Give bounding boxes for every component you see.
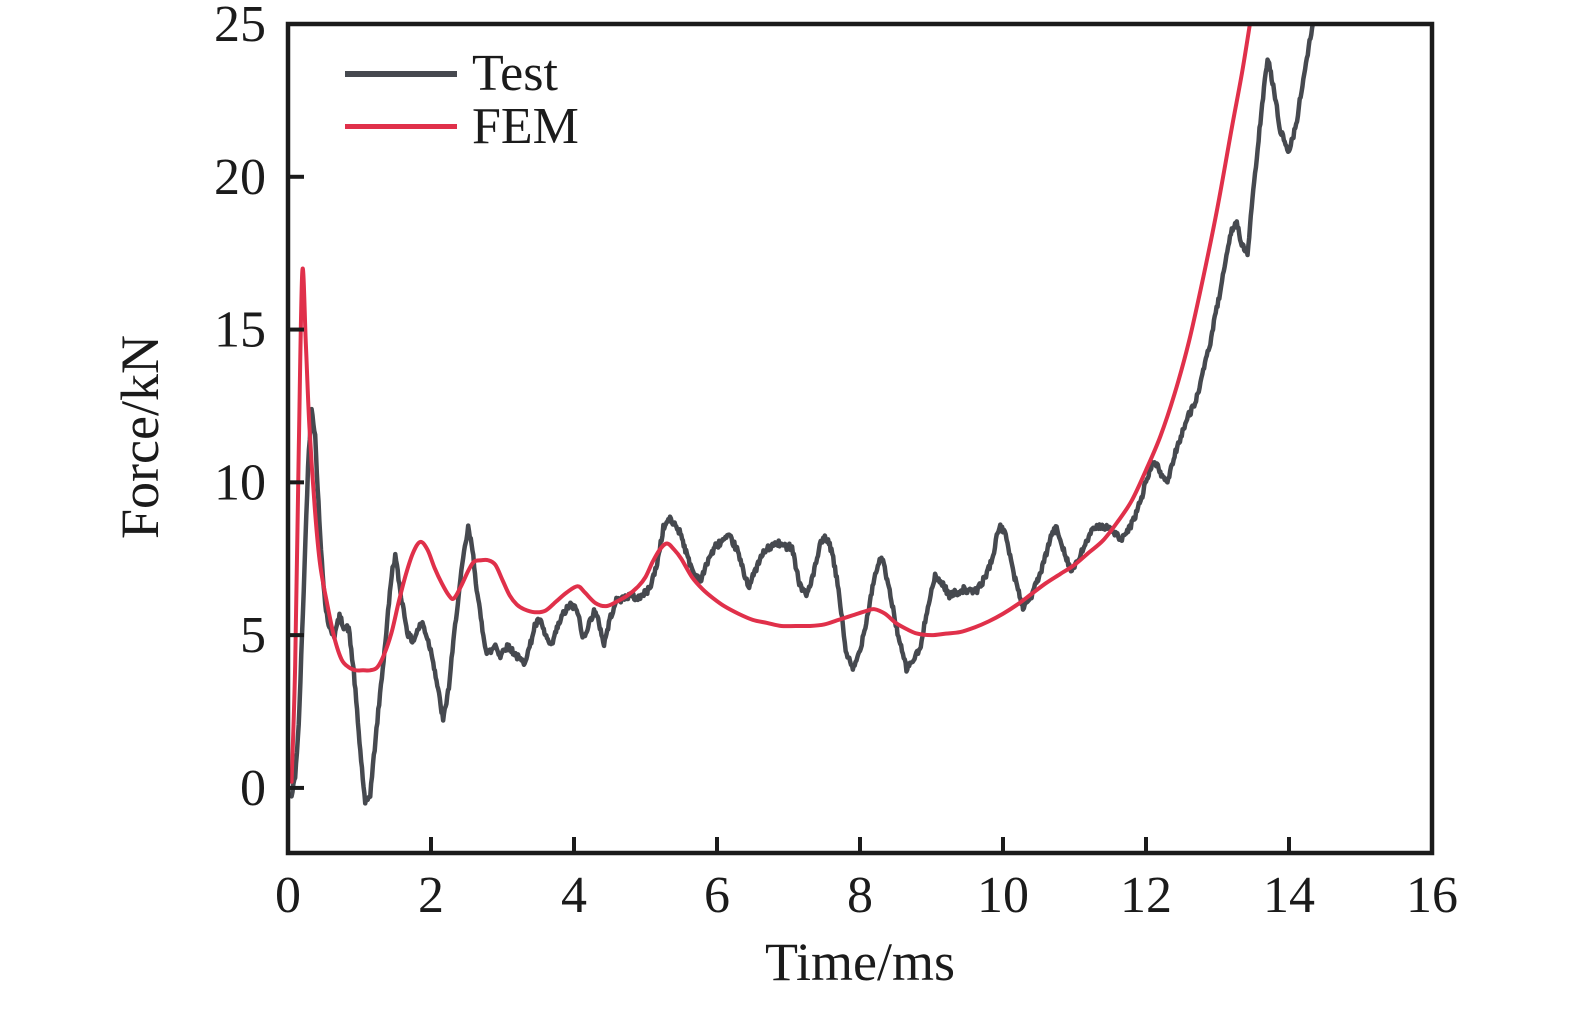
svg-text:25: 25: [214, 0, 266, 53]
svg-text:4: 4: [561, 867, 587, 924]
svg-text:8: 8: [847, 867, 873, 924]
svg-text:10: 10: [977, 867, 1029, 924]
svg-text:20: 20: [214, 149, 266, 206]
svg-text:5: 5: [240, 607, 266, 664]
svg-text:6: 6: [704, 867, 730, 924]
svg-text:14: 14: [1263, 867, 1315, 924]
svg-text:0: 0: [240, 760, 266, 817]
svg-text:2: 2: [418, 867, 444, 924]
y-axis-title: Force/kN: [110, 335, 170, 539]
svg-text:0: 0: [275, 867, 301, 924]
legend-item-fem: FEM: [345, 100, 579, 153]
x-axis-title: Time/ms: [764, 932, 956, 992]
fem-line-swatch: [345, 124, 457, 129]
legend-item-test: Test: [345, 47, 579, 100]
svg-text:16: 16: [1406, 867, 1458, 924]
test-line-swatch: [345, 70, 457, 77]
svg-text:10: 10: [214, 454, 266, 511]
svg-text:15: 15: [214, 302, 266, 359]
legend-label-test: Test: [472, 44, 558, 102]
legend: Test FEM: [345, 47, 579, 153]
legend-label-fem: FEM: [472, 97, 579, 155]
svg-text:12: 12: [1120, 867, 1172, 924]
